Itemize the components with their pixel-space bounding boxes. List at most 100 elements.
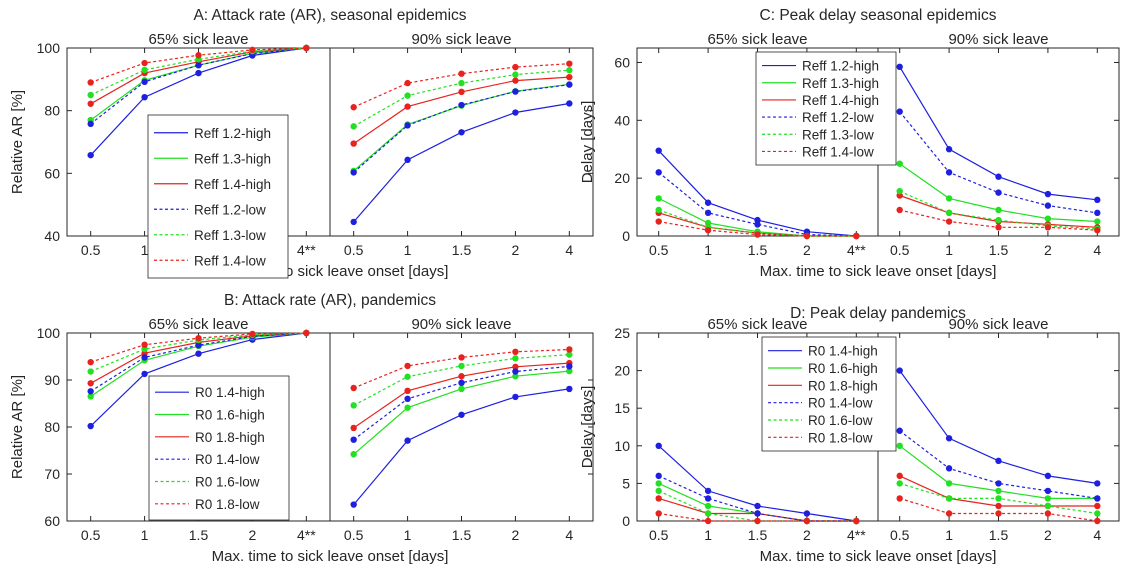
data-point: [655, 169, 662, 176]
data-point: [1044, 202, 1052, 209]
data-point: [350, 123, 357, 130]
data-point: [350, 451, 357, 458]
data-point: [945, 435, 953, 442]
data-point: [404, 79, 411, 87]
legend-entry: Reff 1.4-low: [194, 253, 266, 268]
data-point: [512, 355, 519, 362]
legend-box: [147, 114, 289, 279]
legend-entry: R0 1.4-high: [808, 344, 878, 359]
x-tick-label: 0.5: [344, 527, 364, 543]
data-point: [87, 368, 94, 375]
series-line-reff-1.3-low: [658, 209, 857, 237]
data-point: [458, 79, 465, 87]
legend-entry: R0 1.8-high: [808, 378, 878, 393]
x-tick-label: 4**: [297, 242, 316, 258]
data-point: [853, 517, 860, 525]
data-point: [458, 70, 465, 77]
data-point: [566, 346, 573, 353]
data-point: [458, 379, 465, 387]
data-point: [754, 502, 761, 510]
data-point: [1094, 517, 1101, 525]
data-point: [1044, 472, 1052, 480]
data-point: [512, 77, 519, 84]
x-tick-label: 1.5: [748, 527, 768, 543]
x-tick-label: 4**: [847, 242, 866, 258]
data-point: [803, 517, 811, 525]
series-line-r0-1.4-high: [658, 445, 857, 522]
data-point: [350, 402, 357, 409]
data-point: [566, 351, 573, 358]
y-axis-label: Delay [days]: [579, 101, 596, 184]
data-point: [803, 232, 811, 240]
x-tick-label: 1.5: [452, 527, 472, 543]
series-line-reff-1.2-low: [899, 111, 1098, 214]
y-axis-label: Relative AR [%]: [9, 375, 26, 479]
data-point: [754, 517, 761, 525]
x-tick-label: 2: [803, 242, 811, 258]
data-point: [1044, 224, 1052, 231]
data-point: [655, 195, 662, 202]
data-point: [404, 395, 411, 402]
legend-entry: Reff 1.3-high: [194, 151, 271, 166]
y-tick-label: 5: [622, 475, 630, 491]
data-point: [87, 388, 94, 395]
data-point: [754, 510, 761, 517]
data-point: [350, 436, 357, 443]
x-tick-label: 0.5: [890, 242, 910, 258]
x-tick-label: 1: [945, 242, 953, 258]
data-point: [303, 329, 310, 337]
data-point: [404, 92, 411, 99]
data-point: [704, 487, 712, 495]
data-point: [87, 380, 94, 387]
data-point: [1094, 209, 1101, 217]
data-point: [945, 465, 953, 472]
series-line-reff-1.3-high: [353, 83, 570, 172]
data-point: [995, 487, 1002, 495]
data-point: [141, 370, 148, 378]
y-tick-label: 60: [44, 165, 60, 181]
x-tick-label: 0.5: [649, 527, 669, 543]
data-point: [566, 100, 573, 107]
data-point: [1094, 510, 1101, 517]
data-point: [655, 442, 662, 449]
y-tick-label: 10: [614, 438, 630, 454]
series-line-reff-1.4-low: [353, 63, 570, 108]
x-tick-label: 1: [945, 527, 953, 543]
x-tick-label: 2: [803, 527, 811, 543]
panel-label: 65% sick leave: [148, 31, 248, 48]
legend-entry: Reff 1.3-low: [194, 228, 266, 243]
data-point: [655, 480, 662, 487]
data-point: [754, 231, 761, 238]
data-point: [1044, 495, 1052, 502]
legend-entry: Reff 1.4-low: [802, 144, 874, 159]
data-point: [141, 78, 148, 86]
data-point: [350, 169, 357, 176]
data-point: [87, 358, 94, 366]
data-point: [404, 404, 411, 411]
chart-c: C: Peak delay seasonal epidemics 0 20 40 60 D…: [579, 7, 1120, 280]
data-point: [945, 510, 953, 517]
x-tick-label: 4**: [297, 527, 316, 543]
data-point: [249, 330, 256, 338]
legend-entry: Reff 1.4-high: [194, 177, 271, 192]
x-tick-label: 1.5: [748, 242, 768, 258]
legend-entry: R0 1.6-high: [808, 361, 878, 376]
x-tick-label: 0.5: [81, 242, 101, 258]
data-point: [896, 187, 903, 195]
data-point: [141, 59, 148, 67]
data-point: [704, 199, 712, 206]
data-point: [995, 510, 1002, 517]
data-point: [896, 160, 903, 167]
data-point: [1044, 215, 1052, 222]
data-point: [1094, 502, 1101, 510]
data-point: [1044, 487, 1052, 495]
panel-label: 90% sick leave: [948, 31, 1048, 48]
data-point: [1044, 502, 1052, 510]
data-point: [512, 368, 519, 375]
data-point: [896, 495, 903, 502]
data-point: [1094, 196, 1101, 204]
data-point: [754, 221, 761, 228]
x-tick-label: 2: [1044, 242, 1052, 258]
data-point: [566, 363, 573, 370]
data-point: [945, 218, 953, 225]
